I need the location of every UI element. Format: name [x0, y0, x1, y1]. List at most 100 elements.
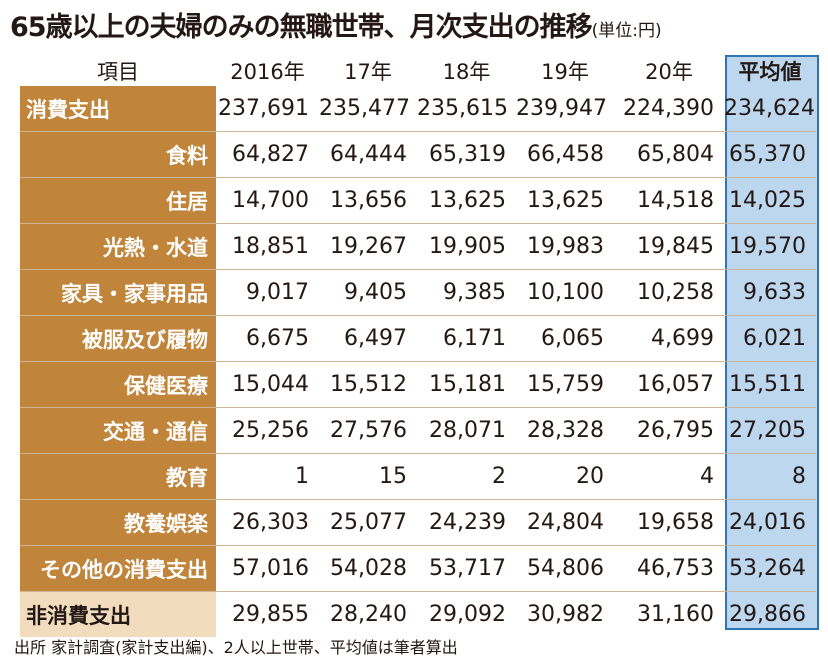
value-cell: 29,855	[232, 602, 309, 627]
average-value-cell: 9,633	[724, 269, 816, 316]
value-cell: 15,044	[216, 361, 319, 408]
value-cell: 10,258	[614, 269, 724, 316]
value-cell: 26,303	[216, 499, 319, 546]
value-cell: 28,071	[417, 407, 516, 454]
row-label: 教育	[20, 453, 216, 500]
chart-title: 65歳以上の夫婦のみの無職世帯、月次支出の推移(単位:円)	[10, 10, 662, 46]
value-cell: 10,100	[516, 269, 614, 316]
value-cell: 19,658	[614, 499, 724, 546]
value-cell: 25,077	[319, 499, 417, 546]
value-cell: 54,806	[516, 545, 614, 592]
average-value-cell: 8	[724, 453, 816, 500]
value-cell: 16,057	[614, 361, 724, 408]
header-2016: 2016年	[230, 60, 305, 84]
average-value-cell: 19,570	[724, 223, 816, 270]
value-cell: 28,328	[516, 407, 614, 454]
value-cell: 65,319	[417, 131, 516, 178]
table-body: 消費支出 237,691 235,477 235,615 239,947 224,390 2…	[20, 86, 816, 637]
value-cell: 46,753	[614, 545, 724, 592]
value-cell: 57,016	[216, 545, 319, 592]
header-row: 項目 2016年 17年 18年 19年 20年 平均値	[20, 56, 816, 86]
value-cell: 9,405	[319, 269, 417, 316]
row-label: 教養娯楽	[20, 499, 216, 546]
row-label: 保健医療	[20, 361, 216, 408]
value-cell: 64,444	[319, 131, 417, 178]
value-cell: 237,691	[216, 86, 319, 132]
value-cell: 13,656	[319, 177, 417, 224]
table-row: 住居 14,700 13,656 13,625 13,625 14,518 14,025	[20, 177, 816, 224]
table-row: 交通・通信 25,256 27,576 28,071 28,328 26,795 27,20…	[20, 407, 816, 454]
table-row: 保健医療 15,044 15,512 15,181 15,759 16,057 15,511	[20, 361, 816, 408]
table-row: 消費支出 237,691 235,477 235,615 239,947 224,390 2…	[20, 86, 816, 132]
average-value-cell: 24,016	[724, 499, 816, 546]
average-value-cell: 234,624	[724, 86, 816, 132]
value-cell: 19,845	[614, 223, 724, 270]
value-cell: 53,717	[417, 545, 516, 592]
value-cell: 224,390	[614, 86, 724, 132]
value-cell: 13,625	[516, 177, 614, 224]
table-row: 教養娯楽 26,303 25,077 24,239 24,804 19,658 24,016	[20, 499, 816, 546]
table-row: 教育 1 15 2 20 4 8	[20, 453, 816, 500]
table-row: 光熱・水道 18,851 19,267 19,905 19,983 19,845 19,57…	[20, 223, 816, 270]
value-cell: 66,458	[516, 131, 614, 178]
value-cell: 27,576	[319, 407, 417, 454]
value-cell: 6,675	[216, 315, 319, 362]
row-label: その他の消費支出	[20, 545, 216, 592]
average-value-cell: 6,021	[724, 315, 816, 362]
value-cell: 31,160	[637, 602, 714, 627]
row-label: 交通・通信	[20, 407, 216, 454]
value-cell: 1	[216, 453, 319, 500]
average-value-cell: 15,511	[724, 361, 816, 408]
row-label: 非消費支出	[20, 591, 216, 637]
value-cell: 14,700	[216, 177, 319, 224]
title-main: 65歳以上の夫婦のみの無職世帯、月次支出の推移	[10, 12, 593, 43]
value-cell: 15,759	[516, 361, 614, 408]
value-cell: 26,795	[614, 407, 724, 454]
value-cell: 2	[417, 453, 516, 500]
value-cell: 14,518	[614, 177, 724, 224]
value-cell: 15,181	[417, 361, 516, 408]
value-cell: 24,804	[516, 499, 614, 546]
value-cell: 19,905	[417, 223, 516, 270]
table-row: 非消費支出 29,855 28,240 29,092 30,982 31,160 29,86…	[20, 591, 816, 637]
row-label: 家具・家事用品	[20, 269, 216, 316]
value-cell: 25,256	[216, 407, 319, 454]
value-cell: 13,625	[417, 177, 516, 224]
table-row: 家具・家事用品 9,017 9,405 9,385 10,100 10,258 9,633	[20, 269, 816, 316]
row-label: 消費支出	[20, 86, 216, 132]
value-cell: 4	[614, 453, 724, 500]
value-cell: 6,065	[516, 315, 614, 362]
value-cell: 6,497	[319, 315, 417, 362]
table-row: 被服及び履物 6,675 6,497 6,171 6,065 4,699 6,021	[20, 315, 816, 362]
expenditure-table: 項目 2016年 17年 18年 19年 20年 平均値 消費支出 237,691…	[20, 56, 816, 637]
value-cell: 6,171	[417, 315, 516, 362]
table-row: その他の消費支出 57,016 54,028 53,717 54,806 46,753 53…	[20, 545, 816, 592]
value-cell: 19,267	[319, 223, 417, 270]
row-label: 光熱・水道	[20, 223, 216, 270]
row-label: 被服及び履物	[20, 315, 216, 362]
average-value-cell: 29,866	[729, 602, 806, 627]
value-cell: 9,385	[417, 269, 516, 316]
value-cell: 20	[516, 453, 614, 500]
average-value-cell: 65,370	[724, 131, 816, 178]
value-cell: 24,239	[417, 499, 516, 546]
value-cell: 9,017	[216, 269, 319, 316]
average-value-cell: 27,205	[724, 407, 816, 454]
value-cell: 235,477	[319, 86, 417, 132]
value-cell: 64,827	[216, 131, 319, 178]
row-label: 食料	[20, 131, 216, 178]
header-2017: 17年	[344, 60, 392, 84]
header-2019: 19年	[541, 60, 589, 84]
header-2018: 18年	[442, 60, 491, 84]
value-cell: 65,804	[614, 131, 724, 178]
title-unit: (単位:円)	[591, 21, 662, 41]
value-cell: 4,699	[614, 315, 724, 362]
value-cell: 28,240	[330, 602, 407, 627]
value-cell: 29,092	[429, 602, 506, 627]
value-cell: 15	[319, 453, 417, 500]
average-value-cell: 14,025	[724, 177, 816, 224]
value-cell: 18,851	[216, 223, 319, 270]
value-cell: 235,615	[417, 86, 516, 132]
row-label: 住居	[20, 177, 216, 224]
header-2020: 20年	[645, 60, 693, 84]
